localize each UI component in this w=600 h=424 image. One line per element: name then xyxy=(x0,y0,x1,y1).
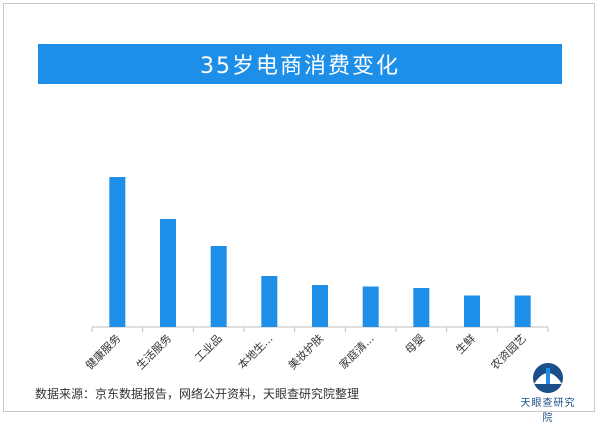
category-label: 母婴 xyxy=(403,332,428,357)
category-label: 美妆护肤 xyxy=(285,331,326,372)
logo-text: 天眼查研究院 xyxy=(520,398,576,424)
source-note: 数据来源：京东数据报告，网络公开资料，天眼查研究院整理 xyxy=(35,387,360,401)
category-label: 生鲜 xyxy=(453,331,478,356)
bars xyxy=(109,177,531,327)
category-label: 健康服务 xyxy=(82,331,123,372)
bar-9 xyxy=(514,295,531,327)
bar-5 xyxy=(312,285,328,327)
bar-6 xyxy=(362,286,379,327)
logo-mark-icon xyxy=(533,363,563,393)
category-label: 工业品 xyxy=(192,332,225,365)
category-label: 家庭清... xyxy=(336,331,377,372)
category-labels: 健康服务 生活服务 工业品 本地生... 美妆护肤 家庭清... 母婴 生鲜 农资园艺 xyxy=(82,331,528,372)
bar-2 xyxy=(160,219,176,327)
bar-4 xyxy=(261,276,278,327)
category-label: 本地生... xyxy=(235,331,276,372)
bar-7 xyxy=(413,288,430,327)
tianyancha-logo: 天眼查研究院 xyxy=(520,356,576,424)
chart-frame xyxy=(3,3,595,412)
chart-title: 35岁电商消费变化 xyxy=(38,44,562,84)
category-label: 生活服务 xyxy=(133,331,174,372)
bar-1 xyxy=(109,177,126,327)
bar-3 xyxy=(210,246,227,327)
x-axis-ticks xyxy=(91,327,549,332)
bar-8 xyxy=(464,295,480,327)
